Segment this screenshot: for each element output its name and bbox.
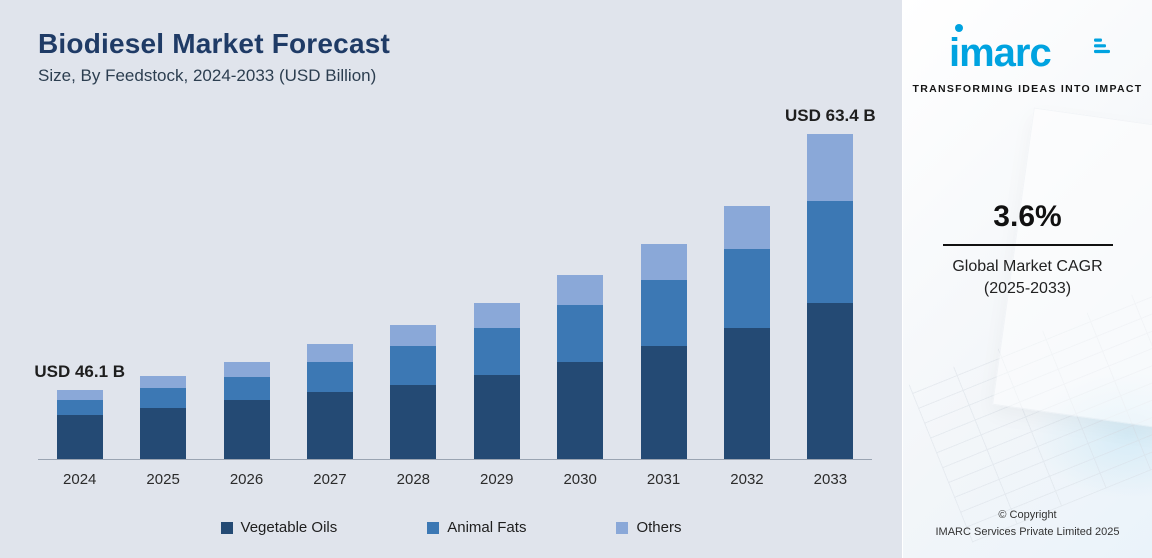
bar-segment [557, 305, 603, 361]
cagr-label-2: (2025-2033) [903, 280, 1152, 298]
bar-segment [307, 392, 353, 459]
bar-segment [724, 328, 770, 459]
bar-segment [474, 303, 520, 329]
value-label: USD 63.4 B [785, 106, 876, 126]
bar-segment [641, 280, 687, 347]
bar-segment [140, 408, 186, 459]
bar-segment [724, 249, 770, 328]
x-label: 2028 [372, 471, 455, 488]
bar-segment [390, 385, 436, 459]
copyright: © Copyright IMARC Services Private Limit… [903, 507, 1152, 540]
bar-segment [807, 201, 853, 303]
bar-segment [390, 346, 436, 384]
cagr-divider [943, 244, 1113, 246]
bar-segment [390, 325, 436, 347]
bar-segment [557, 275, 603, 306]
bar-segment [807, 303, 853, 459]
legend-swatch [221, 522, 233, 534]
bars-row: USD 46.1 B USD 63.4 B [38, 122, 872, 459]
bar-slot [288, 122, 371, 459]
bar-slot [622, 122, 705, 459]
bar-2031 [641, 244, 687, 459]
bar-segment [224, 362, 270, 377]
copyright-line-1: © Copyright [903, 507, 1152, 524]
bar-segment [641, 346, 687, 459]
bar-2025 [140, 376, 186, 459]
bar-segment [807, 134, 853, 201]
x-label: 2032 [705, 471, 788, 488]
bar-segment [224, 377, 270, 400]
bar-slot [705, 122, 788, 459]
x-label: 2031 [622, 471, 705, 488]
bar-2033 [807, 134, 853, 459]
bar-2032 [724, 206, 770, 459]
plot-area: USD 46.1 B USD 63.4 B [38, 122, 872, 460]
legend-label: Vegetable Oils [241, 519, 338, 536]
bar-segment [224, 400, 270, 459]
cagr-block: 3.6% Global Market CAGR (2025-2033) [903, 200, 1152, 298]
bar-segment [307, 344, 353, 362]
legend-swatch [427, 522, 439, 534]
side-panel: imarc TRANSFORMING IDEAS INTO IMPACT 3.6… [902, 0, 1152, 558]
x-axis-labels: 2024202520262027202820292030203120322033 [38, 471, 872, 488]
chart-subtitle: Size, By Feedstock, 2024-2033 (USD Billi… [38, 66, 872, 86]
cagr-label-1: Global Market CAGR [903, 258, 1152, 276]
bar-2024 [57, 390, 103, 459]
logo-tagline: TRANSFORMING IDEAS INTO IMPACT [903, 83, 1152, 95]
legend-swatch [616, 522, 628, 534]
legend-label: Animal Fats [447, 519, 526, 536]
bar-slot [372, 122, 455, 459]
bar-slot [455, 122, 538, 459]
x-label: 2027 [288, 471, 371, 488]
chart-title: Biodiesel Market Forecast [38, 28, 872, 60]
legend-item: Vegetable Oils [221, 519, 338, 536]
x-label: 2025 [121, 471, 204, 488]
bar-slot [538, 122, 621, 459]
bar-segment [57, 390, 103, 400]
bar-2030 [557, 275, 603, 459]
imarc-logo-icon: imarc [943, 22, 1113, 76]
x-label: 2033 [789, 471, 872, 488]
bar-2028 [390, 325, 436, 459]
x-label: 2030 [538, 471, 621, 488]
bar-segment [57, 415, 103, 459]
value-label: USD 46.1 B [34, 362, 125, 382]
copyright-line-2: IMARC Services Private Limited 2025 [903, 524, 1152, 541]
bar-segment [724, 206, 770, 250]
bar-segment [641, 244, 687, 280]
bar-segment [307, 362, 353, 393]
bar-2029 [474, 303, 520, 459]
logo: imarc TRANSFORMING IDEAS INTO IMPACT [903, 22, 1152, 95]
bar-segment [474, 328, 520, 374]
legend-item: Animal Fats [427, 519, 526, 536]
chart-panel: Biodiesel Market Forecast Size, By Feeds… [0, 0, 902, 558]
bar-segment [557, 362, 603, 459]
bar-slot: USD 63.4 B [789, 122, 872, 459]
bar-2027 [307, 344, 353, 459]
legend: Vegetable Oils Animal Fats Others [0, 519, 902, 536]
bar-2026 [224, 362, 270, 459]
bar-segment [474, 375, 520, 460]
cagr-value: 3.6% [903, 200, 1152, 244]
bar-slot: USD 46.1 B [38, 122, 121, 459]
svg-text:imarc: imarc [949, 31, 1051, 75]
x-label: 2026 [205, 471, 288, 488]
bar-segment [140, 376, 186, 389]
bar-segment [140, 388, 186, 407]
legend-label: Others [636, 519, 681, 536]
legend-item: Others [616, 519, 681, 536]
bar-segment [57, 400, 103, 415]
x-label: 2029 [455, 471, 538, 488]
bar-slot [121, 122, 204, 459]
bar-slot [205, 122, 288, 459]
x-label: 2024 [38, 471, 121, 488]
